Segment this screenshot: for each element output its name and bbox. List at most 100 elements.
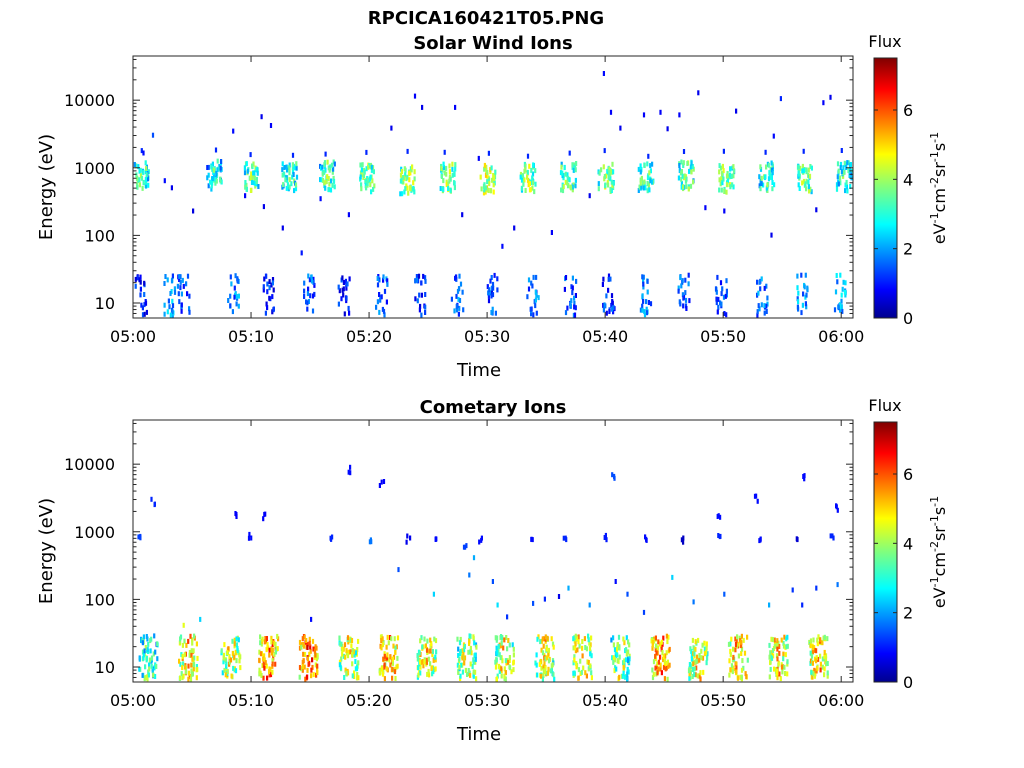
cometary-cluster: [273, 640, 276, 646]
cometary-cluster: [386, 634, 389, 640]
solar-wind-low-energy-band: [716, 309, 719, 315]
solar-wind-low-energy-band: [418, 307, 421, 313]
solar-wind-low-energy-band: [573, 312, 577, 318]
cometary-cluster: [339, 664, 342, 670]
cometary-mid-band-point: [803, 476, 806, 482]
solar-wind-cluster: [692, 166, 695, 172]
cometary-cluster: [776, 656, 779, 662]
cometary-cluster: [463, 660, 466, 666]
cometary-cluster: [824, 656, 828, 662]
solar-wind-cluster: [492, 173, 495, 178]
solar-wind-scatter-point: [454, 104, 457, 110]
solar-wind-low-energy-band: [457, 296, 460, 302]
solar-wind-cluster: [449, 187, 452, 193]
cometary-cluster: [687, 668, 691, 674]
cometary-scatter-point: [199, 616, 202, 622]
solar-wind-cluster: [678, 163, 681, 168]
solar-wind-cluster: [847, 160, 850, 166]
solar-wind-low-energy-band: [167, 298, 170, 304]
cometary-cluster: [618, 654, 621, 660]
cometary-cluster: [270, 646, 273, 652]
solar-wind-low-energy-band: [533, 299, 536, 305]
solar-wind-cluster: [251, 163, 254, 169]
solar-wind-scatter-point: [170, 185, 173, 191]
cometary-cluster: [191, 656, 194, 662]
solar-wind-low-energy-band: [229, 303, 232, 309]
solar-wind-low-energy-band: [307, 286, 310, 292]
cometary-cluster: [148, 666, 151, 672]
cometary-cluster: [728, 672, 731, 678]
solar-wind-low-energy-band: [642, 278, 645, 284]
cometary-cluster: [271, 669, 274, 675]
solar-wind-cluster: [528, 187, 532, 193]
cometary-cluster: [274, 642, 277, 647]
solar-wind-cluster: [360, 182, 363, 188]
cometary-cluster: [703, 651, 706, 657]
solar-wind-low-energy-band: [313, 282, 316, 288]
solar-wind-ylabel: Energy (eV): [36, 134, 57, 240]
cometary-cluster: [427, 656, 430, 662]
cometary-cluster: [258, 671, 261, 677]
solar-wind-low-energy-band: [834, 289, 838, 295]
solar-wind-cluster: [837, 168, 840, 174]
solar-wind-cluster: [442, 165, 445, 171]
solar-wind-scatter-point: [678, 112, 681, 118]
cometary-cluster: [178, 658, 181, 664]
cometary-cluster: [417, 672, 420, 678]
cometary-cluster: [238, 658, 241, 664]
cometary-cluster: [302, 651, 305, 657]
cometary-cluster: [496, 635, 499, 641]
cometary-cluster: [419, 659, 422, 665]
cometary-cluster: [353, 652, 356, 658]
solar-wind-cluster: [447, 181, 450, 187]
cometary-cluster: [701, 655, 705, 661]
solar-wind-panel: Solar Wind Ions 05:00 05:10 05:20 05:30 05:4…: [36, 32, 949, 381]
solar-wind-low-energy-band: [188, 309, 191, 315]
solar-wind-low-energy-band: [271, 280, 274, 286]
cometary-cluster: [665, 650, 668, 656]
solar-wind-low-energy-band: [307, 299, 310, 304]
cometary-cluster: [812, 637, 815, 643]
solar-wind-cluster: [840, 148, 843, 153]
solar-wind-cluster: [281, 167, 284, 173]
solar-wind-cluster: [771, 170, 774, 176]
cometary-cluster: [650, 638, 653, 644]
cometary-cluster: [494, 635, 497, 641]
solar-wind-scatter-point: [697, 90, 700, 96]
solar-wind-cluster: [487, 188, 490, 193]
cometary-scatter-point: [588, 602, 591, 608]
cometary-cluster: [426, 647, 429, 653]
solar-wind-low-energy-band: [796, 273, 799, 279]
solar-wind-scatter-point: [501, 243, 504, 249]
cometary-mid-band-point: [835, 503, 838, 509]
cometary-cluster: [729, 652, 732, 658]
cometary-cluster: [627, 658, 630, 664]
solar-wind-low-energy-band: [420, 312, 423, 318]
solar-wind-cluster: [321, 171, 324, 177]
cometary-cluster: [264, 636, 267, 641]
cometary-mid-band-point: [139, 535, 142, 541]
cometary-cluster: [385, 666, 388, 672]
cometary-cluster: [665, 633, 668, 639]
cometary-cluster: [383, 676, 386, 682]
solar-wind-low-energy-band: [763, 285, 766, 291]
solar-wind-low-energy-band: [571, 275, 574, 281]
cometary-cluster: [542, 673, 545, 678]
solar-wind-low-energy-band: [420, 280, 423, 286]
solar-wind-low-energy-band: [337, 301, 340, 307]
solar-wind-low-energy-band: [646, 289, 649, 295]
solar-wind-cluster: [253, 175, 256, 181]
solar-wind-cluster: [681, 173, 684, 179]
solar-wind-low-energy-band: [678, 299, 681, 305]
solar-wind-cluster: [718, 177, 721, 183]
solar-wind-low-energy-band: [227, 298, 230, 303]
solar-wind-cluster: [677, 175, 680, 181]
cometary-cluster: [734, 636, 737, 642]
cometary-cluster: [732, 654, 735, 660]
solar-wind-scatter-point: [260, 114, 263, 120]
cometary-cluster: [821, 664, 824, 670]
solar-wind-cluster: [413, 169, 416, 175]
solar-wind-low-energy-band: [310, 278, 314, 284]
cometary-cluster: [505, 635, 508, 640]
cometary-cluster: [656, 645, 660, 651]
